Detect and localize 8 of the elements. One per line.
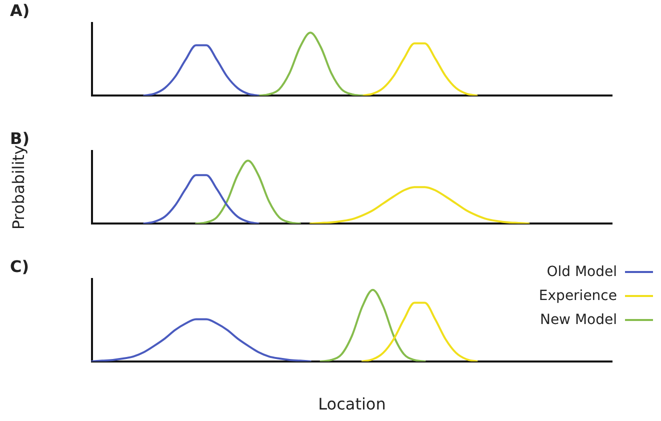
legend-label: Old Model bbox=[546, 264, 617, 280]
legend-label: Experience bbox=[538, 288, 617, 304]
chart-title: A) bbox=[10, 0, 30, 20]
x-axis-title: Location bbox=[318, 394, 386, 414]
legend-label: New Model bbox=[540, 312, 617, 328]
chart-title: B) bbox=[10, 128, 30, 148]
y-axis-title: Probability bbox=[8, 145, 28, 230]
chart-title: C) bbox=[10, 256, 30, 276]
